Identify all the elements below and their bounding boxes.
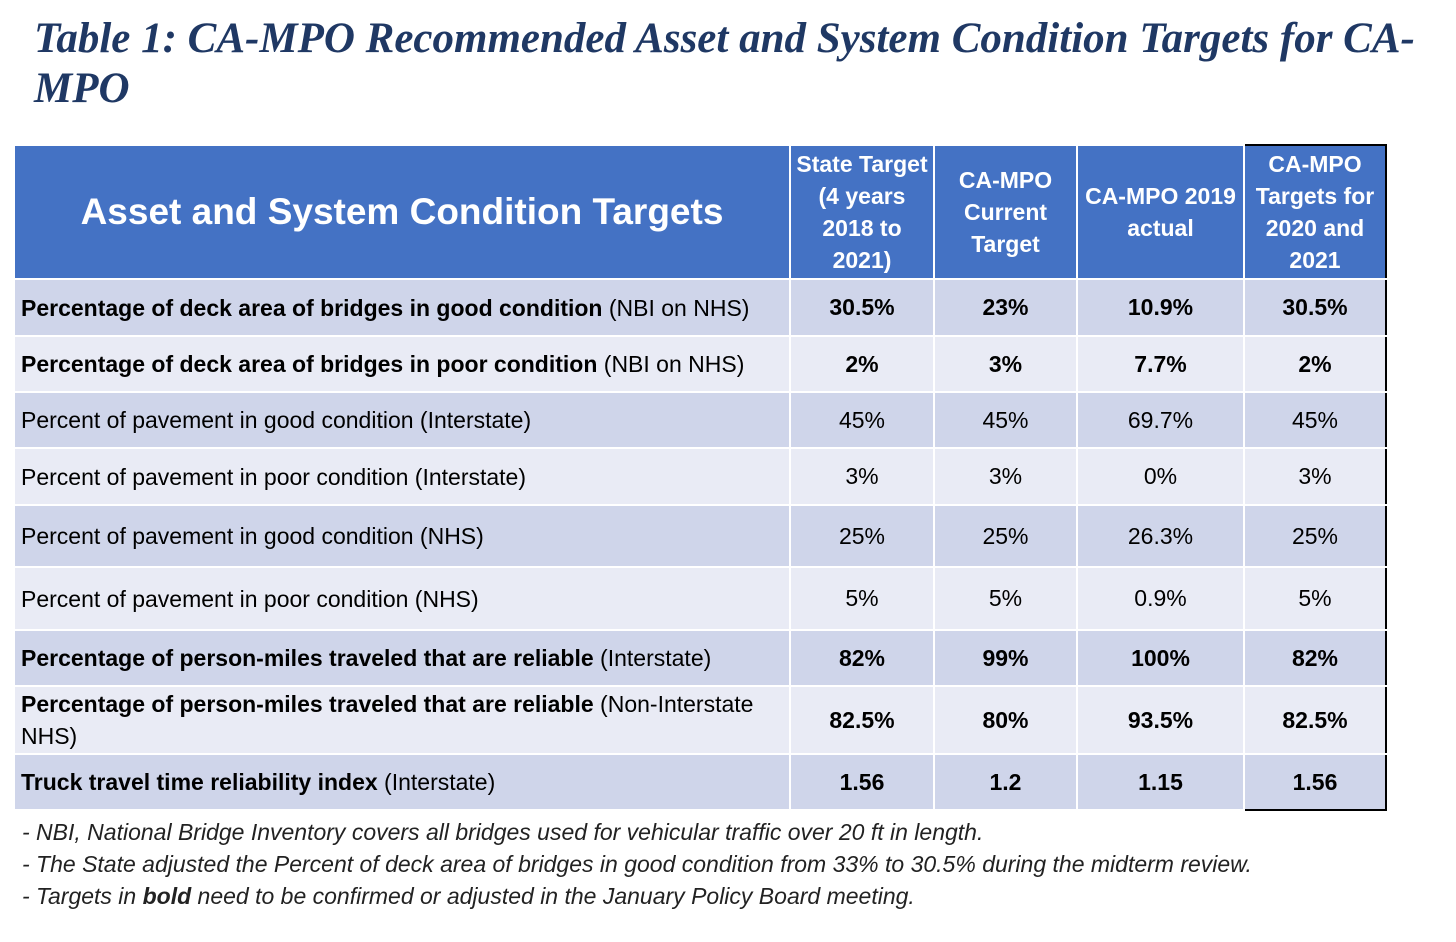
table-row: Percent of pavement in good condition (I… — [13, 391, 1387, 449]
footnote-bold-word: bold — [142, 883, 192, 909]
title-suffix: Asset and System Condition Targets for C… — [34, 15, 1415, 112]
cell-2019-actual: 7.7% — [1076, 335, 1245, 393]
row-label-bold: Truck travel time reliability index — [21, 769, 378, 795]
cell-current-target: 45% — [933, 391, 1078, 449]
cell-2019-actual: 69.7% — [1076, 391, 1245, 449]
footnote-bold-targets: - Targets in bold need to be confirmed o… — [22, 880, 1432, 912]
table-row: Percent of pavement in good condition (N… — [13, 504, 1387, 568]
cell-2019-actual: 1.15 — [1076, 753, 1245, 811]
cell-state-target: 5% — [789, 566, 935, 631]
cell-2019-actual: 93.5% — [1076, 685, 1245, 755]
cell-current-target: 5% — [933, 566, 1078, 631]
cell-2019-actual: 10.9% — [1076, 278, 1245, 337]
row-label-bold: Percentage of person-miles traveled that… — [21, 645, 594, 671]
cell-current-target: 23% — [933, 278, 1078, 337]
header-2019-actual: CA-MPO 2019 actual — [1076, 144, 1245, 280]
row-label: Percentage of person-miles traveled that… — [13, 629, 791, 687]
title-emphasis: Recommended — [365, 15, 626, 62]
row-label: Percent of pavement in good condition (I… — [13, 391, 791, 449]
row-label-rest: (Interstate) — [593, 645, 712, 671]
cell-2019-actual: 0.9% — [1076, 566, 1245, 631]
cell-2019-actual: 26.3% — [1076, 504, 1245, 568]
row-label: Percentage of deck area of bridges in go… — [13, 278, 791, 337]
cell-state-target: 2% — [789, 335, 935, 393]
row-label: Percent of pavement in good condition (N… — [13, 504, 791, 568]
row-label-bold: Percentage of deck area of bridges in po… — [21, 351, 598, 377]
row-label-rest: (Interstate) — [377, 769, 496, 795]
row-label-bold: Percentage of deck area of bridges in go… — [21, 294, 603, 321]
table-row: Percent of pavement in poor condition (N… — [13, 566, 1387, 631]
cell-current-target: 25% — [933, 504, 1078, 568]
footnote-state-adjustment: - The State adjusted the Percent of deck… — [22, 851, 1252, 877]
footnote-bold-suffix: need to be confirmed or adjusted in the … — [191, 883, 915, 909]
cell-current-target: 99% — [933, 629, 1078, 687]
cell-state-target: 82% — [789, 629, 935, 687]
cell-recommended-target: 2% — [1243, 335, 1387, 393]
row-label: Percentage of person-miles traveled that… — [13, 685, 791, 755]
cell-recommended-target: 3% — [1243, 447, 1387, 506]
targets-table: Asset and System Condition Targets State… — [13, 144, 1387, 811]
cell-current-target: 3% — [933, 335, 1078, 393]
cell-recommended-target: 82.5% — [1243, 685, 1387, 755]
cell-state-target: 45% — [789, 391, 935, 449]
header-current-target: CA-MPO Current Target — [933, 144, 1078, 280]
table-row: Percent of pavement in poor condition (I… — [13, 447, 1387, 506]
row-label-rest: (NBI on NHS) — [597, 351, 745, 377]
row-label: Truck travel time reliability index (Int… — [13, 753, 791, 811]
row-label-rest: Percent of pavement in poor condition (I… — [21, 463, 527, 490]
cell-state-target: 1.56 — [789, 753, 935, 811]
table-row: Percentage of person-miles traveled that… — [13, 685, 1387, 755]
row-label-rest: Percent of pavement in poor condition (N… — [21, 585, 479, 612]
cell-current-target: 3% — [933, 447, 1078, 506]
row-label: Percent of pavement in poor condition (I… — [13, 447, 791, 506]
cell-current-target: 1.2 — [933, 753, 1078, 811]
row-label-bold: Percentage of person-miles traveled that… — [21, 691, 594, 717]
cell-state-target: 3% — [789, 447, 935, 506]
cell-current-target: 80% — [933, 685, 1078, 755]
table-row: Percentage of deck area of bridges in go… — [13, 278, 1387, 337]
table-row: Percentage of deck area of bridges in po… — [13, 335, 1387, 393]
header-recommended-targets: CA-MPO Targets for 2020 and 2021 — [1243, 144, 1387, 280]
row-label: Percent of pavement in poor condition (N… — [13, 566, 791, 631]
cell-recommended-target: 5% — [1243, 566, 1387, 631]
cell-state-target: 82.5% — [789, 685, 935, 755]
row-label-rest: Percent of pavement in good condition (I… — [21, 407, 532, 433]
cell-state-target: 25% — [789, 504, 935, 568]
cell-2019-actual: 100% — [1076, 629, 1245, 687]
row-label-rest: Percent of pavement in good condition (N… — [21, 523, 484, 549]
page-title: Table 1: CA-MPO Recommended Asset and Sy… — [34, 14, 1434, 114]
title-prefix: Table 1: CA-MPO — [34, 15, 366, 62]
cell-recommended-target: 1.56 — [1243, 753, 1387, 811]
cell-recommended-target: 45% — [1243, 391, 1387, 449]
row-label: Percentage of deck area of bridges in po… — [13, 335, 791, 393]
table-row: Percentage of person-miles traveled that… — [13, 629, 1387, 687]
header-state-target: State Target (4 years 2018 to 2021) — [789, 144, 935, 280]
cell-recommended-target: 25% — [1243, 504, 1387, 568]
footnote-bold-prefix: - Targets in — [22, 883, 143, 909]
footnotes: - NBI, National Bridge Inventory covers … — [22, 816, 1432, 912]
cell-2019-actual: 0% — [1076, 447, 1245, 506]
header-row: Asset and System Condition Targets State… — [13, 144, 1387, 280]
table-row: Truck travel time reliability index (Int… — [13, 753, 1387, 811]
header-metric: Asset and System Condition Targets — [13, 144, 791, 280]
cell-state-target: 30.5% — [789, 278, 935, 337]
footnote-nbi: - NBI, National Bridge Inventory covers … — [22, 819, 984, 845]
cell-recommended-target: 82% — [1243, 629, 1387, 687]
row-label-rest: (Non-Interstate NHS) — [21, 691, 754, 749]
cell-recommended-target: 30.5% — [1243, 278, 1387, 337]
row-label-rest: (NBI on NHS) — [602, 294, 750, 321]
